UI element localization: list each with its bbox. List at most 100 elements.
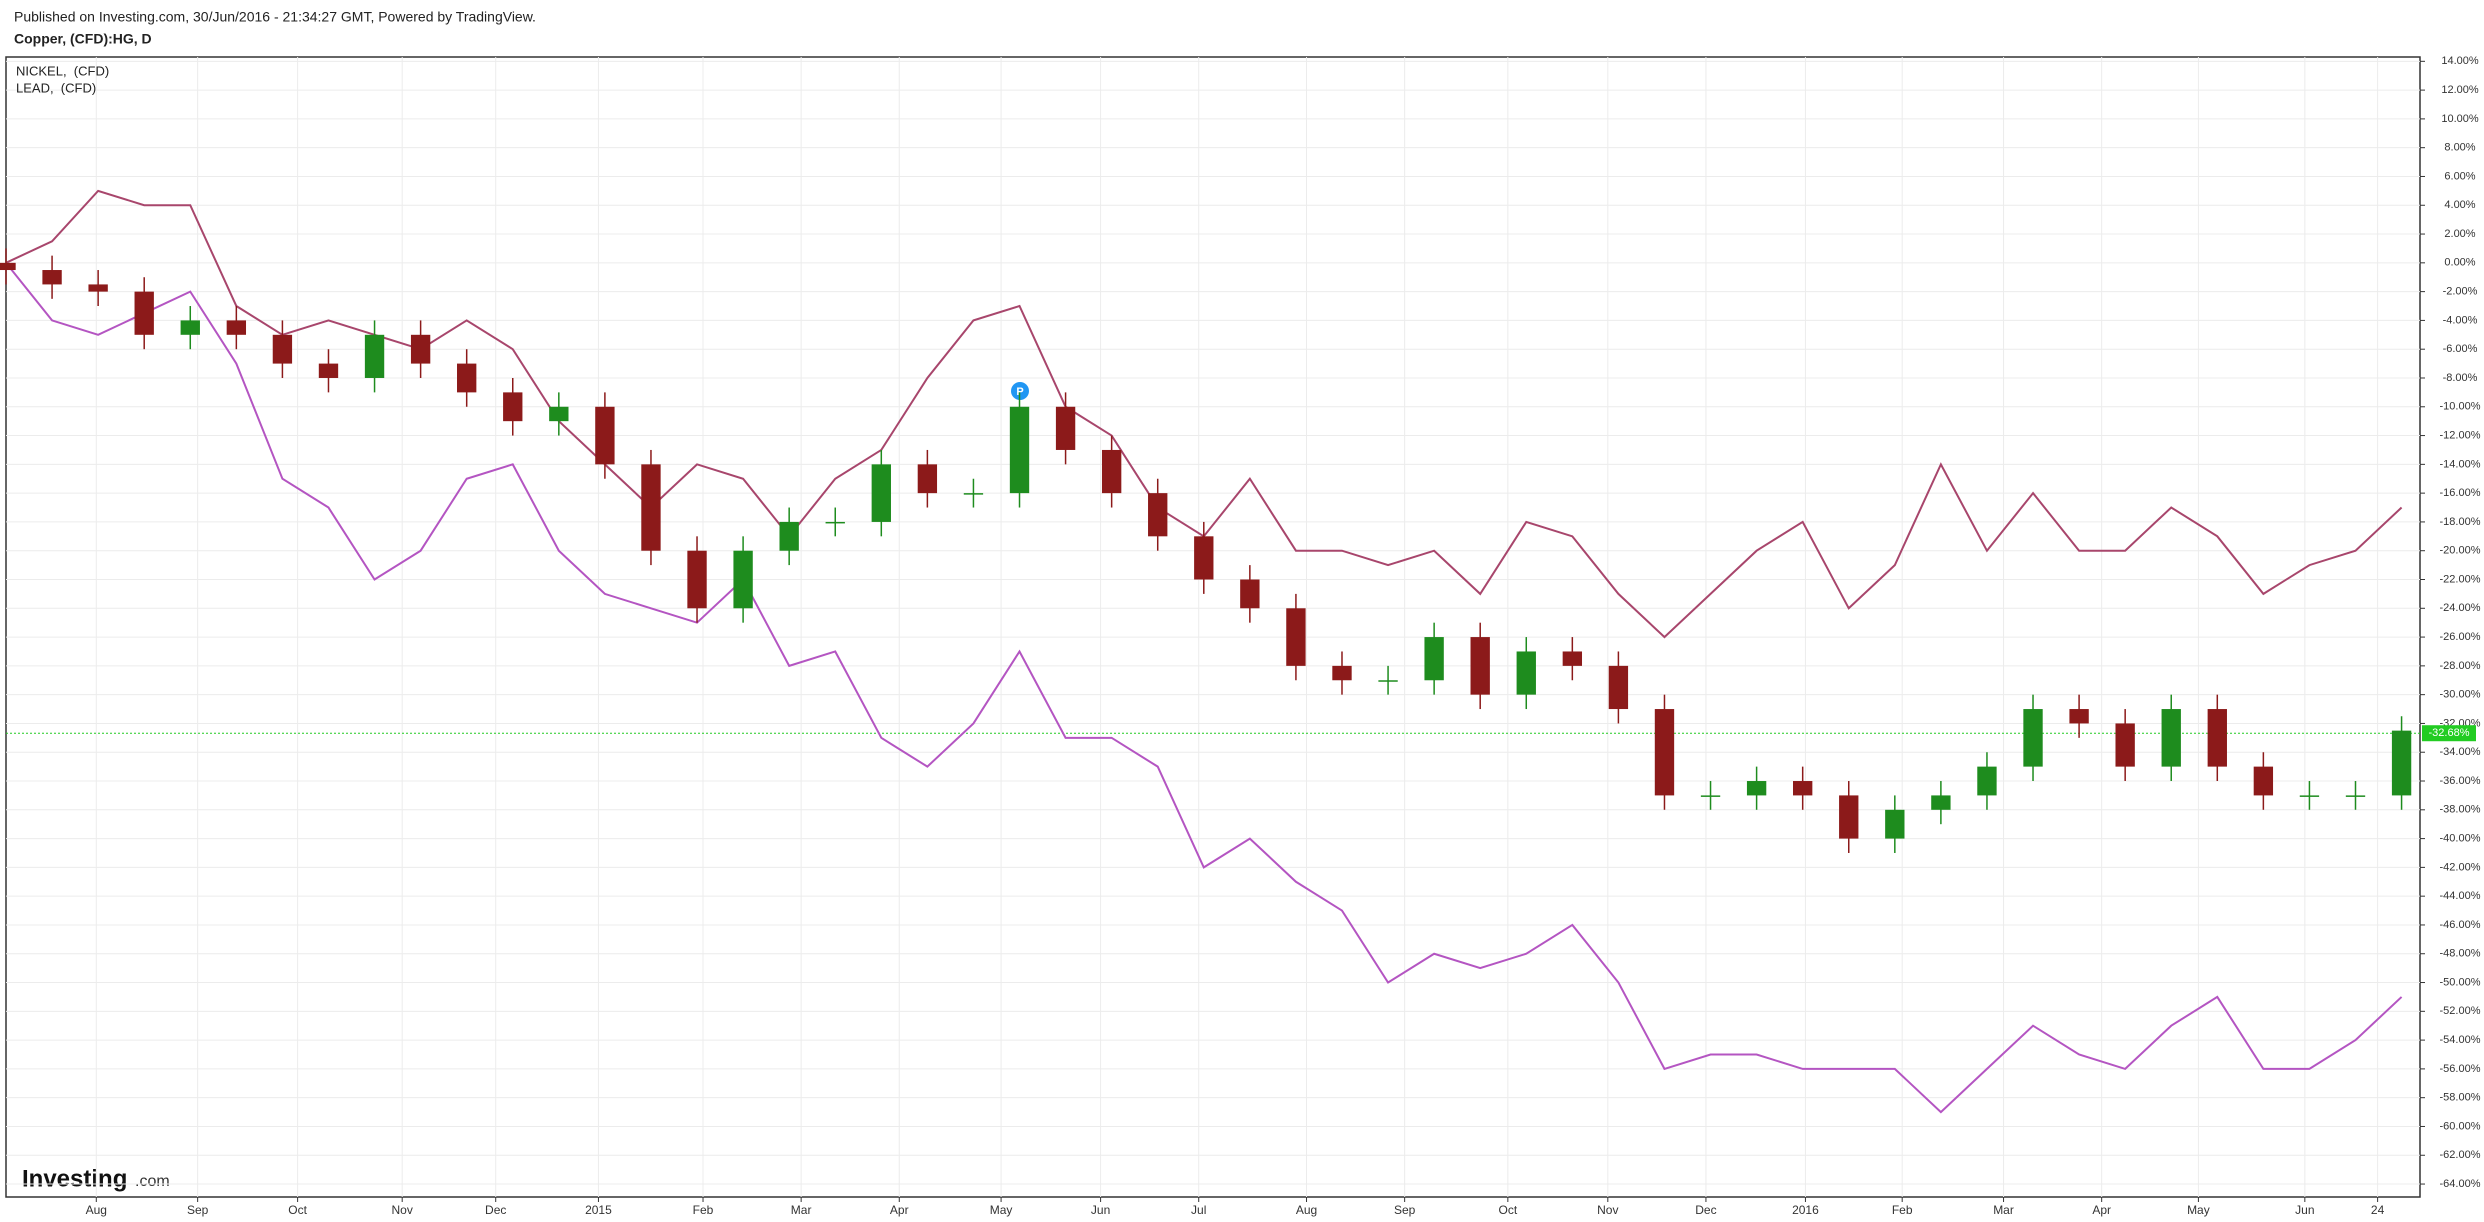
candle-body [272,334,293,364]
event-marker-label: P [1016,386,1023,398]
legend-label: LEAD, (CFD) [16,80,96,95]
y-tick-label: -12.00% [2440,429,2481,441]
candle-body [0,262,16,271]
chart-title: Copper, (CFD):HG, D [14,31,152,47]
subtitle: Published on Investing.com, 30/Jun/2016 … [14,9,536,25]
y-tick-label: -46.00% [2440,919,2481,931]
legend-label: NICKEL, (CFD) [16,63,109,78]
price-label: -32.68% [2429,727,2470,739]
candle-body [641,464,661,551]
x-tick-label: Aug [1296,1203,1317,1217]
x-tick-label: Oct [1499,1203,1518,1217]
y-tick-label: -8.00% [2443,372,2478,384]
y-tick-label: -28.00% [2440,660,2481,672]
candle-body [1608,665,1629,710]
x-tick-label: Jun [1091,1203,1110,1217]
y-tick-label: -2.00% [2443,286,2478,298]
x-tick-label: May [990,1203,1013,1217]
candle-body [42,270,62,285]
x-tick-label: 24 [2371,1203,2385,1217]
x-tick-label: Nov [392,1203,413,1217]
y-tick-label: -52.00% [2440,1005,2481,1017]
candle-body [1700,795,1721,797]
y-tick-label: 8.00% [2444,142,2475,154]
candle-body [1240,579,1260,609]
y-tick-label: -14.00% [2440,458,2481,470]
y-tick-label: -34.00% [2440,746,2481,758]
x-tick-label: Feb [693,1203,714,1217]
candle-body [1793,781,1813,796]
x-tick-label: Sep [1394,1203,1416,1217]
price-label-box [2422,725,2476,742]
candle-body [410,334,431,364]
candle-body [1286,608,1306,666]
candle-body [1839,795,1859,839]
candle-body [1194,536,1214,580]
event-marker [1011,382,1029,400]
candle-body [595,406,615,465]
candle-body [1470,637,1490,695]
line-series [5,262,2403,1114]
y-tick-label: -18.00% [2440,516,2481,528]
candle-body [2253,766,2274,796]
candle-body [1885,809,1905,839]
y-tick-label: 4.00% [2444,199,2475,211]
x-tick-label: Apr [890,1203,909,1217]
x-tick-label: May [2187,1203,2210,1217]
x-tick-label: Nov [1597,1203,1618,1217]
candle-body [1516,651,1536,695]
candle-body [180,320,200,335]
y-tick-label: -10.00% [2440,401,2481,413]
candle-body [2391,730,2412,796]
x-tick-label: 2016 [1792,1203,1819,1217]
candle-body [364,334,385,378]
y-tick-label: -42.00% [2440,861,2481,873]
y-tick-label: 6.00% [2444,170,2475,182]
y-tick-label: -40.00% [2440,832,2481,844]
y-tick-label: -16.00% [2440,487,2481,499]
x-tick-label: Mar [1993,1203,2014,1217]
y-tick-label: -62.00% [2440,1149,2481,1161]
candle-body [1009,406,1030,494]
candle-body [1148,493,1168,537]
y-tick-label: -50.00% [2440,976,2481,988]
y-tick-label: 12.00% [2441,84,2479,96]
x-tick-label: Oct [288,1203,307,1217]
y-tick-label: -58.00% [2440,1092,2481,1104]
y-tick-label: 14.00% [2441,55,2479,67]
x-tick-label: Sep [187,1203,209,1217]
y-tick-label: -38.00% [2440,804,2481,816]
plot-frame [5,56,2421,1198]
candle-body [2299,795,2320,797]
candle-body [1378,680,1398,682]
y-tick-label: -64.00% [2440,1178,2481,1190]
candle-body [1746,781,1767,796]
candle-body [2345,795,2366,797]
y-tick-label: -44.00% [2440,890,2481,902]
y-tick-label: 2.00% [2444,228,2475,240]
y-tick-label: -60.00% [2440,1120,2481,1132]
y-tick-label: -30.00% [2440,689,2481,701]
candle-body [1654,709,1675,796]
y-tick-label: -24.00% [2440,602,2481,614]
candle-body [1055,406,1076,450]
candle-body [457,363,477,393]
candle-body [779,521,799,551]
candle-body [963,493,984,495]
x-tick-label: 2015 [585,1203,612,1217]
candle-body [687,550,707,609]
y-tick-label: -48.00% [2440,948,2481,960]
candle-body [871,464,891,522]
candle-body [2207,709,2227,767]
candle-body [318,363,339,378]
y-tick-label: -20.00% [2440,545,2481,557]
candle-body [1562,651,1583,666]
x-tick-label: Dec [1695,1203,1716,1217]
y-tick-label: -54.00% [2440,1034,2481,1046]
y-tick-label: 0.00% [2444,257,2475,269]
watermark-suffix: .com [135,1173,170,1190]
candle-body [825,521,845,524]
candle-body [134,291,154,335]
